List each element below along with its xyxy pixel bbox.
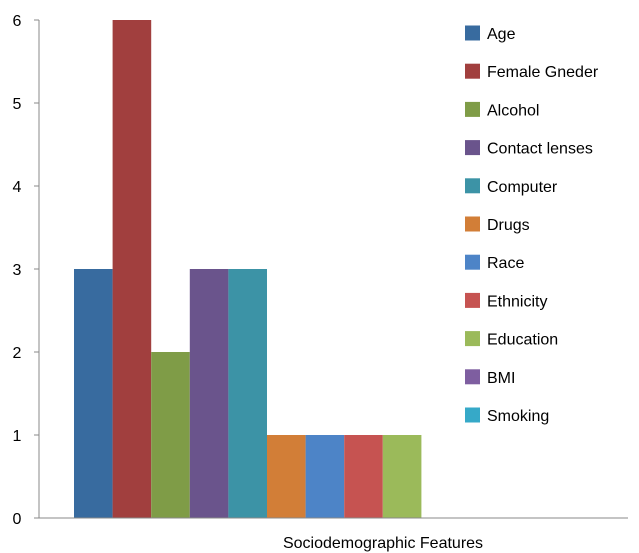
y-tick-label: 0 — [13, 511, 22, 528]
x-axis-label: Sociodemographic Features — [283, 535, 483, 552]
legend-label-bmi: BMI — [487, 370, 515, 387]
bar-age — [74, 269, 113, 518]
bar-education — [382, 435, 422, 518]
bars — [74, 20, 422, 518]
legend-swatch-age — [465, 25, 480, 41]
legend-label-drugs: Drugs — [487, 217, 530, 234]
y-tick-label: 6 — [13, 13, 22, 30]
legend: Age Female Gneder Alcohol Contact lenses Com… — [465, 25, 599, 425]
bar-contact-lenses — [189, 269, 229, 518]
legend-swatch-bmi — [465, 369, 480, 385]
legend-label-contact-lenses: Contact lenses — [487, 141, 593, 158]
legend-label-computer: Computer — [487, 179, 558, 196]
legend-swatch-alcohol — [465, 101, 480, 117]
bar-female-gneder — [112, 20, 152, 518]
bar-computer — [228, 269, 267, 518]
legend-label-female-gneder: Female Gneder — [487, 64, 599, 81]
legend-swatch-computer — [465, 178, 480, 194]
legend-swatch-drugs — [465, 216, 480, 232]
y-tick-label: 1 — [13, 428, 22, 445]
bar-drugs — [267, 435, 306, 518]
legend-swatch-education — [465, 331, 480, 347]
legend-label-education: Education — [487, 332, 558, 349]
legend-label-age: Age — [487, 26, 516, 43]
legend-swatch-female-gneder — [465, 63, 480, 79]
y-tick-label: 3 — [13, 262, 22, 279]
legend-label-race: Race — [487, 255, 524, 272]
y-tick-label: 5 — [13, 96, 22, 113]
legend-label-smoking: Smoking — [487, 408, 549, 425]
y-tick-label: 4 — [13, 179, 22, 196]
legend-swatch-race — [465, 254, 480, 270]
y-axis: 0 1 2 3 4 5 6 — [13, 13, 40, 528]
legend-label-ethnicity: Ethnicity — [487, 293, 547, 310]
bar-ethnicity — [344, 435, 383, 518]
legend-label-alcohol: Alcohol — [487, 102, 539, 119]
legend-swatch-contact-lenses — [465, 140, 480, 156]
legend-swatch-smoking — [465, 407, 480, 423]
bar-alcohol — [151, 352, 190, 518]
y-tick-label: 2 — [13, 345, 22, 362]
bar-race — [305, 435, 345, 518]
legend-swatch-ethnicity — [465, 292, 480, 308]
